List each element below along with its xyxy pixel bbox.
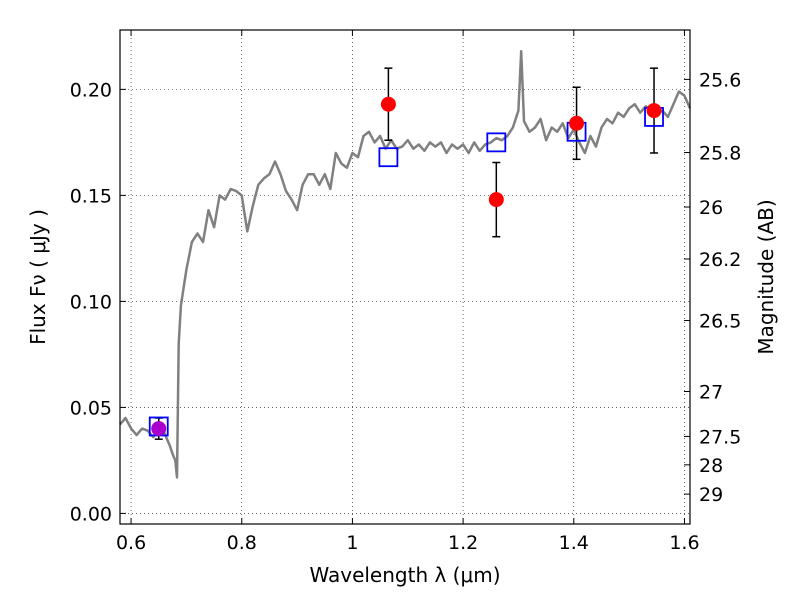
x-tick-label: 0.6: [116, 532, 146, 554]
observed-point: [646, 103, 662, 119]
y-tick-label: 0.05: [70, 397, 112, 419]
y-tick-label: 0.15: [70, 185, 112, 207]
right-axis-label: Magnitude (AB): [754, 199, 778, 354]
right-tick-label: 27: [699, 381, 723, 403]
x-axis-label: Wavelength λ (μm): [309, 563, 500, 587]
spectrum-line: [119, 49, 692, 479]
x-tick-label: 1.2: [448, 532, 478, 554]
right-tick-label: 26.5: [699, 310, 741, 332]
right-tick-label: 25.6: [699, 69, 741, 91]
right-tick-label: 26.2: [699, 249, 741, 271]
right-tick-label: 29: [699, 484, 723, 506]
y-axis-ticks: 0.00 0.05 0.10 0.15 0.20: [70, 79, 126, 525]
observed-photometry-circles: [151, 96, 662, 437]
y-tick-label: 0.10: [70, 291, 112, 313]
model-square-point: [486, 132, 507, 153]
x-tick-label: 1.4: [559, 532, 589, 554]
y-axis-label: Flux Fν ( μJy ): [26, 209, 50, 345]
plot-frame: [119, 29, 691, 525]
x-tick-label: 1: [346, 532, 358, 554]
grid-lines: [120, 30, 690, 524]
x-axis-ticks: 0.6 0.8 1 1.2 1.4 1.6: [116, 30, 700, 554]
observed-point: [569, 115, 585, 131]
right-tick-label: 25.8: [699, 143, 741, 165]
observed-point: [151, 421, 167, 437]
model-spectrum: [119, 49, 692, 479]
right-tick-label: 26: [699, 197, 723, 219]
x-tick-label: 1.6: [669, 532, 699, 554]
right-axis-ticks: 25.6 25.8 26 26.2 26.5 27 27.5 28 29: [684, 69, 741, 506]
y-tick-label: 0.20: [70, 79, 112, 101]
observed-point: [488, 192, 504, 208]
y-tick-label: 0.00: [70, 503, 112, 525]
x-tick-label: 0.8: [227, 532, 257, 554]
model-square-point: [378, 147, 399, 168]
observed-point: [380, 96, 396, 112]
right-tick-label: 28: [699, 455, 723, 477]
right-tick-label: 27.5: [699, 426, 741, 448]
